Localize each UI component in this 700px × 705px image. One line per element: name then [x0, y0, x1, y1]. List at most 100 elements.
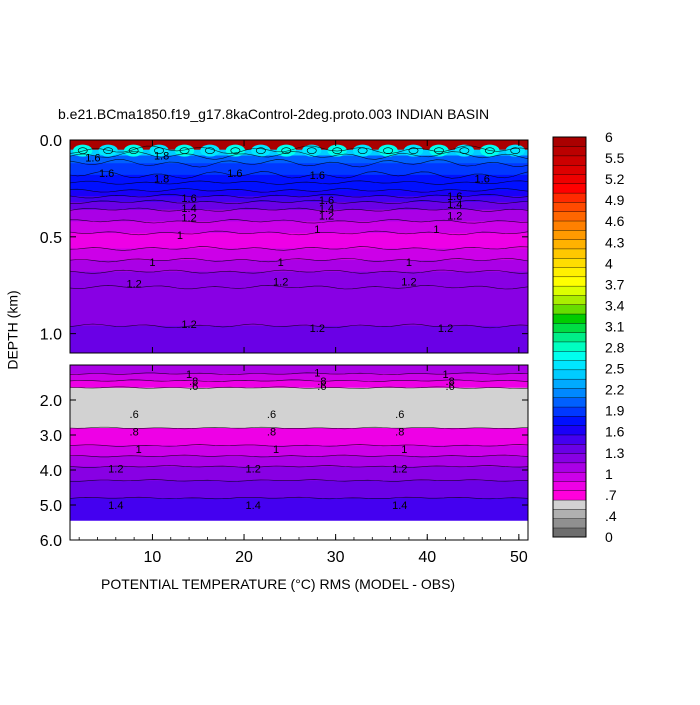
- colorbar-swatch: [552, 257, 587, 268]
- colorbar-swatch: [552, 220, 587, 231]
- contour-label: 1: [177, 230, 183, 242]
- colorbar-swatch: [552, 508, 587, 519]
- surface-eddy: [454, 144, 475, 157]
- low-rms-patch: [231, 233, 276, 248]
- contour-label: 1.4: [447, 199, 462, 211]
- contour-label: 1.2: [246, 463, 261, 475]
- colorbar-tick-label: 1.9: [605, 403, 625, 419]
- colorbar-swatch: [552, 425, 587, 436]
- colorbar-tick-label: 6: [605, 129, 613, 145]
- lower-band: [70, 387, 528, 429]
- colorbar-tick-label: 1.3: [605, 445, 625, 461]
- contour-label: .8: [189, 376, 198, 388]
- surface-eddy: [505, 144, 525, 157]
- lower-band: [70, 456, 528, 468]
- contour-label: 1: [136, 444, 142, 456]
- colorbar-tick-label: 1.6: [605, 424, 625, 440]
- colorbar-swatch: [552, 378, 587, 389]
- colorbar-tick-label: 4: [605, 255, 613, 271]
- colorbar-tick-label: 4.3: [605, 234, 625, 250]
- contour-label: 1: [273, 444, 279, 456]
- surface-eddy-contour: [459, 147, 470, 154]
- contour-label: 1.2: [108, 463, 123, 475]
- contour-label: 1.2: [181, 212, 196, 224]
- axes: 10 20 30 40 50 0.0 0.5 1.0 2.0 3.0 4.0 5.0 6.0: [40, 133, 528, 566]
- upper-contour-line: [70, 193, 528, 199]
- x-tick-label: 10: [144, 549, 162, 566]
- y-tick-label-upper: 1.0: [40, 327, 62, 344]
- surface-eddy: [302, 144, 322, 157]
- colorbar-swatch: [552, 201, 587, 212]
- upper-band: [70, 221, 528, 234]
- surface-eddy: [327, 144, 347, 157]
- colorbar-swatch: [552, 369, 587, 380]
- contour-label: .8: [130, 427, 139, 439]
- y-tick-label-lower: 2.0: [40, 393, 62, 410]
- contour-label: 1.8: [154, 150, 169, 162]
- y-tick-label-lower: 4.0: [40, 463, 62, 480]
- colorbar-swatch: [552, 174, 587, 185]
- lower-contour-line: [70, 386, 528, 390]
- colorbar: 6 5.5 5.2 4.9 4.6 4.3 4 3.7 3.4 3.1 2.8 2.5 2.2 1.9 1.…: [552, 129, 625, 545]
- upper-contour-lines: [70, 145, 528, 329]
- upper-band: [70, 248, 528, 261]
- upper-band: [70, 260, 528, 273]
- surface-eddy: [98, 144, 118, 157]
- low-rms-patch: [167, 233, 212, 248]
- colorbar-tick-label: .4: [605, 508, 617, 524]
- colorbar-swatch: [552, 183, 587, 194]
- surface-eddy: [429, 144, 449, 157]
- contour-label: 1.6: [319, 195, 334, 207]
- colorbar-swatch: [552, 304, 587, 315]
- lower-contour-line: [70, 479, 528, 482]
- upper-contour-line: [70, 230, 528, 236]
- no-data-region: [70, 520, 528, 540]
- upper-band: [70, 149, 528, 157]
- lower-band: [70, 445, 528, 457]
- colorbar-swatch: [552, 490, 587, 501]
- contour-label: 1.2: [273, 276, 288, 288]
- colorbar-swatch: [552, 415, 587, 426]
- upper-band: [70, 174, 528, 184]
- surface-eddy-contour: [77, 147, 88, 154]
- upper-band: [70, 182, 528, 191]
- upper-band: [70, 209, 528, 222]
- low-rms-patch: [93, 233, 138, 248]
- contour-label: .6: [189, 381, 198, 393]
- upper-contour-line: [70, 180, 528, 185]
- contour-label: 1.4: [181, 203, 196, 215]
- lower-band: [70, 365, 528, 375]
- upper-band: [70, 140, 528, 151]
- colorbar-tick-label: 3.1: [605, 318, 625, 334]
- surface-eddy-contour: [230, 147, 241, 154]
- x-tick-label: 30: [327, 549, 345, 566]
- surface-eddy: [123, 144, 144, 157]
- upper-contour-line: [70, 159, 528, 168]
- x-axis-label: POTENTIAL TEMPERATURE (°C) RMS (MODEL - …: [101, 576, 456, 592]
- contour-label: .8: [446, 376, 455, 388]
- contour-label: .6: [267, 409, 276, 421]
- colorbar-swatch: [552, 136, 587, 147]
- lower-contour-line: [70, 426, 528, 430]
- surface-eddy-contour: [179, 147, 190, 154]
- lower-contour-lines: [70, 372, 528, 500]
- colorbar-swatch: [552, 387, 587, 398]
- contour-label: 1.8: [154, 174, 169, 186]
- upper-panel-frame: [69, 139, 529, 354]
- contour-label: 1.4: [392, 500, 407, 512]
- upper-contour-line: [70, 188, 528, 193]
- lower-panel-fill: [70, 365, 528, 540]
- contour-label: 1.2: [401, 276, 416, 288]
- surface-eddy-contour: [510, 147, 521, 154]
- contour-label: 1.4: [246, 500, 261, 512]
- colorbar-tick-label: 4.6: [605, 213, 625, 229]
- low-rms-patch: [295, 233, 340, 248]
- surface-eddy: [352, 144, 373, 157]
- colorbar-swatch: [552, 480, 587, 491]
- colorbar-swatch: [552, 267, 587, 278]
- lower-band: [70, 466, 528, 482]
- upper-band: [70, 155, 528, 164]
- contour-label: 1: [278, 257, 284, 269]
- contour-label: 1.6: [310, 170, 325, 182]
